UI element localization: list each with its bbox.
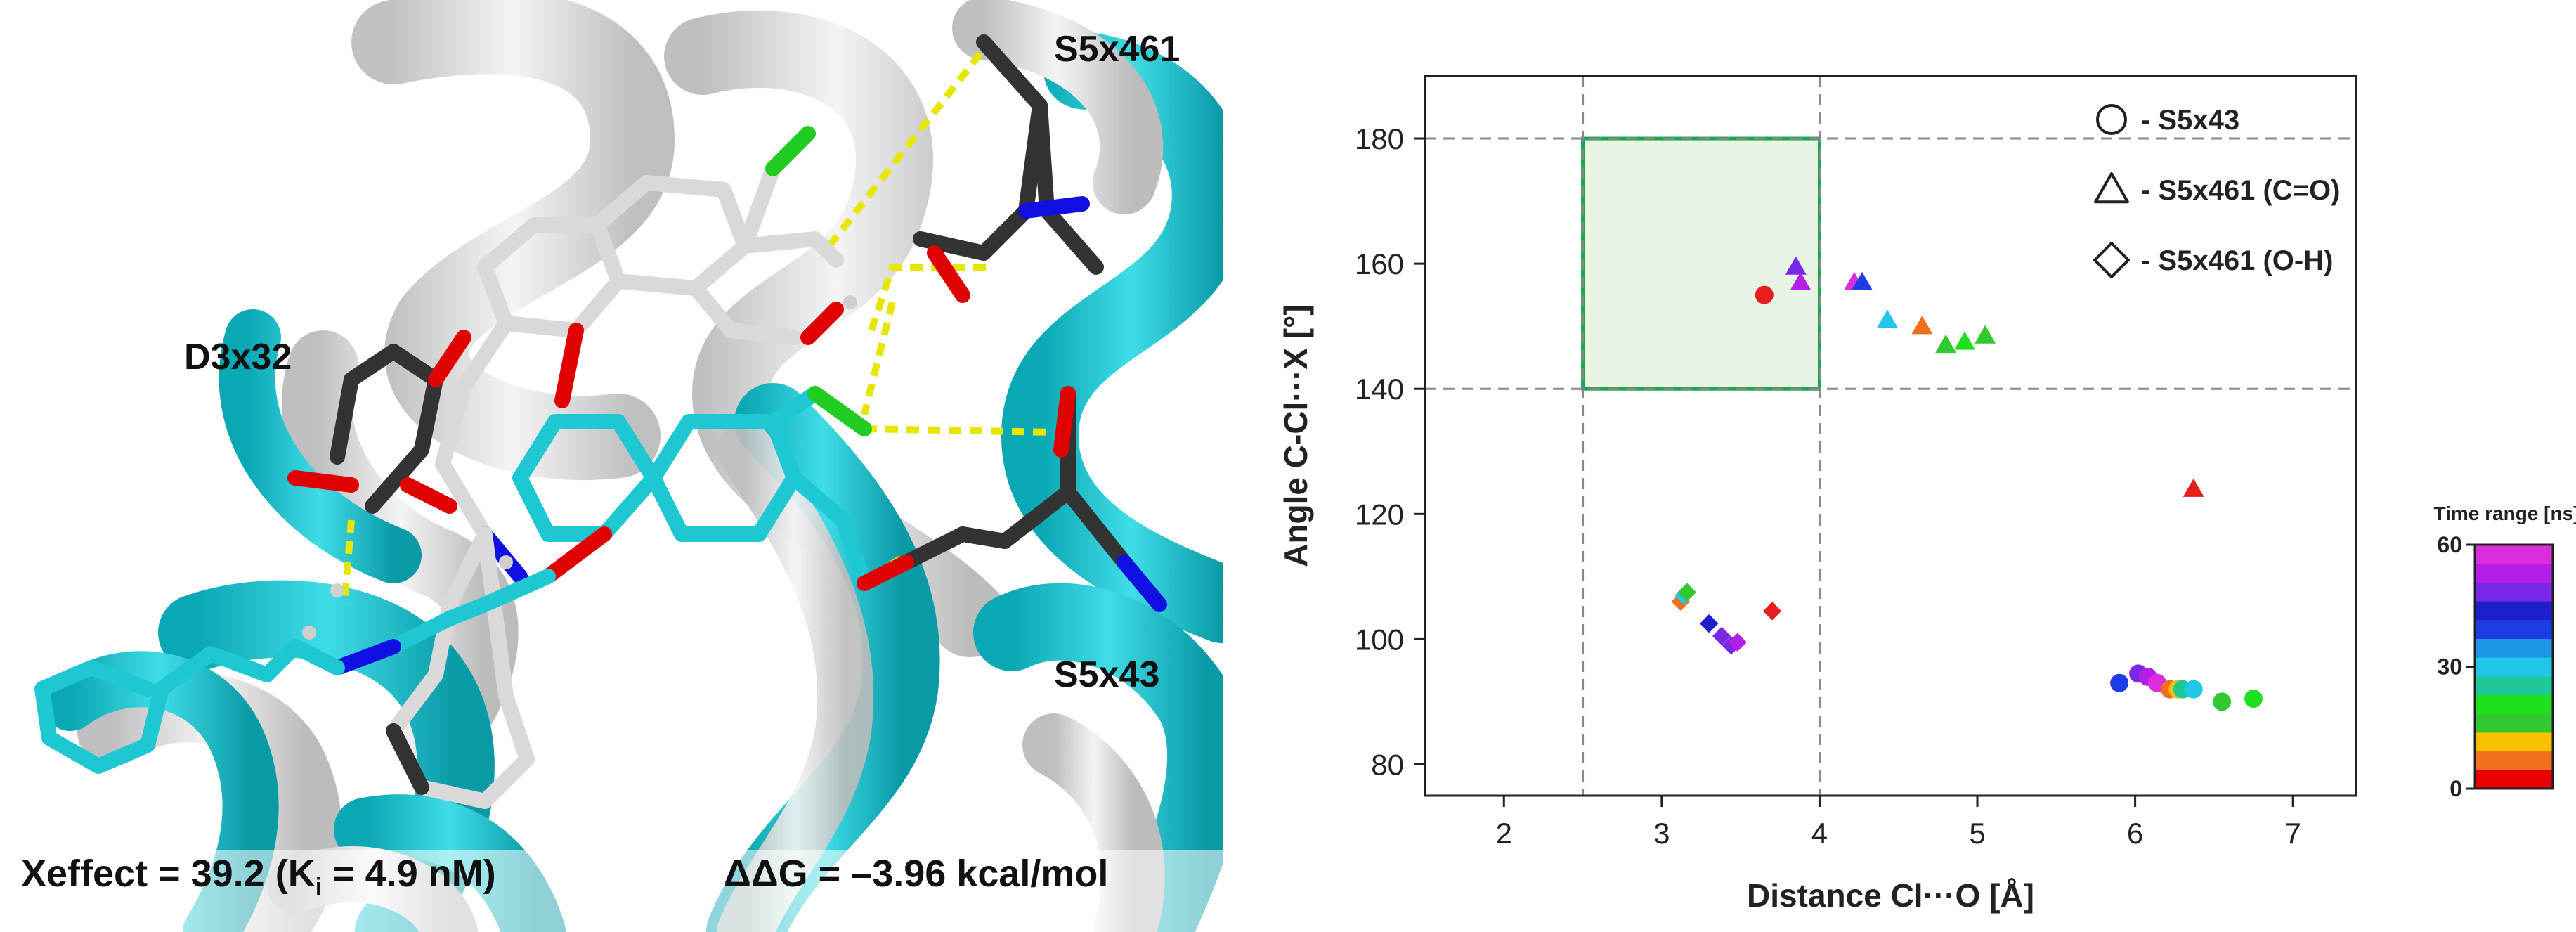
x-tick-label: 7 [2284, 817, 2301, 850]
colorbar-tick-label: 60 [2437, 532, 2462, 557]
diamond-point [1728, 633, 1747, 652]
y-axis-label: Angle C-Cl···X [°] [1277, 304, 1314, 567]
y-tick-label: 80 [1371, 748, 1404, 781]
diamond-point [1671, 592, 1691, 611]
x-tick-label: 6 [2127, 817, 2143, 850]
colorbar-segment [2475, 732, 2553, 752]
residue-label-s5x43: S5x43 [1054, 654, 1160, 695]
x-tick-label: 4 [1811, 817, 1828, 850]
scatter-chart: 2 3 4 5 6 7 80 100 120 140 160 180 Distance Cl···O [… [1277, 75, 2576, 914]
ligand-cyan [34, 386, 914, 774]
circle-point [1755, 285, 1774, 304]
colorbar-segment [2475, 675, 2553, 696]
legend-label: - S5x43 [2141, 105, 2239, 136]
y-tick-label: 140 [1355, 373, 1404, 406]
plot-frame [1424, 75, 2357, 797]
circle-point [2184, 680, 2203, 699]
circle-point [2244, 689, 2263, 708]
y-tick-label: 180 [1355, 122, 1404, 155]
x-tick-label: 2 [1496, 817, 1512, 850]
scatter-chart-panel: 2 3 4 5 6 7 80 100 120 140 160 180 Distance Cl···O [… [1223, 0, 2576, 932]
colorbar-segment [2475, 713, 2553, 733]
xeffect-text: Xeffect = 39.2 (K [21, 853, 316, 895]
diamond-point [1712, 626, 1731, 646]
legend-label: - S5x461 (O-H) [2141, 245, 2333, 276]
y-tick-label: 100 [1355, 623, 1404, 656]
docking-structure-image [0, 0, 1223, 932]
triangle-point [1790, 271, 1811, 291]
colorbar-tick-label: 0 [2450, 776, 2462, 801]
colorbar-segment [2475, 619, 2553, 639]
triangle-point [1975, 325, 1996, 344]
x-tick-label: 5 [1969, 817, 1985, 850]
colorbar-segment [2475, 563, 2553, 583]
legend-label: - S5x461 (C=O) [2141, 175, 2340, 206]
colorbar-segment [2475, 638, 2553, 658]
highlight-region [1581, 136, 1821, 391]
residue-label-s5x461: S5x461 [1054, 29, 1180, 70]
residue-sticks [287, 34, 1167, 612]
colorbar-tick-label: 30 [2437, 654, 2462, 680]
colorbar-segment [2475, 770, 2553, 789]
colorbar-segment [2475, 694, 2553, 714]
triangle-point [1852, 271, 1873, 291]
xeffect-subscript: i [315, 873, 323, 900]
triangle-point [1877, 309, 1898, 328]
colorbar-segment [2475, 545, 2553, 564]
xeffect-text-end: = 4.9 nM) [322, 853, 496, 895]
circle-point [2110, 673, 2129, 692]
colorbar-segment [2475, 601, 2553, 621]
legend-marker-circle [2096, 104, 2127, 135]
diamond-point [1677, 583, 1696, 602]
residue-label-d3x32: D3x32 [184, 337, 292, 377]
colorbar-segment [2475, 657, 2553, 677]
diamond-point [1762, 602, 1782, 621]
triangle-point [1954, 331, 1976, 350]
legend-marker-diamond [2093, 242, 2130, 278]
x-axis-label: Distance Cl···O [Å] [1747, 877, 2034, 914]
triangle-point [1911, 316, 1933, 335]
colorbar-segment [2475, 751, 2553, 770]
delta-g-caption: ΔΔG = –3.96 kcal/mol [724, 853, 1109, 895]
y-tick-label: 120 [1355, 498, 1404, 531]
colorbar-segment [2475, 582, 2553, 602]
diamond-point [1700, 614, 1719, 633]
triangle-point [1785, 256, 1807, 275]
legend-marker-triangle [2094, 172, 2129, 204]
x-tick-label: 3 [1653, 817, 1670, 850]
xeffect-caption: Xeffect = 39.2 (Ki = 4.9 nM) [21, 852, 496, 901]
triangle-point [2183, 478, 2204, 497]
y-tick-label: 160 [1355, 247, 1404, 280]
circle-point [2213, 692, 2232, 711]
triangle-point [1935, 334, 1957, 354]
hydrogen-atoms [302, 295, 857, 640]
colorbar-title: Time range [ns] [2434, 503, 2576, 524]
molecular-structure-panel: S5x461 D3x32 S5x43 Xeffect = 39.2 (Ki = … [0, 0, 1223, 932]
